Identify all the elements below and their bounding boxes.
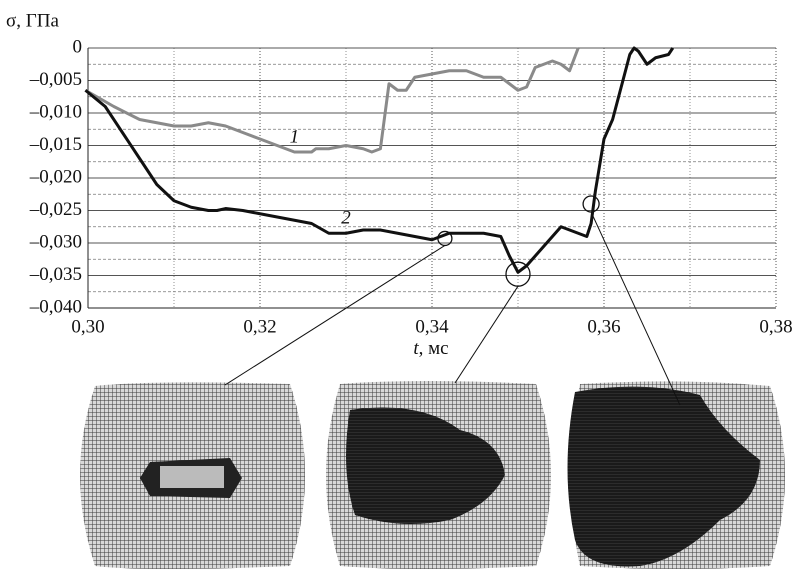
y-tick-label: –0,015 <box>29 134 82 155</box>
x-tick-label: 0,32 <box>243 316 276 337</box>
series-label: 2 <box>341 208 351 229</box>
leader-line <box>225 245 445 385</box>
y-tick-label: 0 <box>73 36 83 57</box>
series-line <box>85 48 672 272</box>
y-axis-title: σ, ГПа <box>6 10 59 31</box>
y-tick-label: –0,035 <box>29 264 82 285</box>
y-tick-label: –0,005 <box>29 69 82 90</box>
leader-line <box>455 286 518 383</box>
x-tick-label: 0,30 <box>71 316 104 337</box>
x-axis-title: t, мс <box>413 338 448 359</box>
chart: σ, ГПа t, мс –0,040 –0,035 –0,030 –0,025 –0,… <box>0 0 806 572</box>
snapshots <box>80 381 785 569</box>
snapshot-1-inner <box>160 466 224 488</box>
y-tick-label: –0,030 <box>29 231 82 252</box>
y-tick-label: –0,020 <box>29 166 82 187</box>
x-tick-label: 0,36 <box>587 316 620 337</box>
y-tick-label: –0,025 <box>29 199 82 220</box>
x-tick-label: 0,34 <box>415 316 449 337</box>
series-line <box>85 48 578 152</box>
x-axis-unit: , мс <box>419 338 449 359</box>
series-label: 1 <box>290 126 300 147</box>
y-tick-label: –0,040 <box>29 296 82 317</box>
x-tick-label: 0,38 <box>759 316 792 337</box>
y-tick-label: –0,010 <box>29 101 82 122</box>
marker-circle <box>583 196 599 212</box>
